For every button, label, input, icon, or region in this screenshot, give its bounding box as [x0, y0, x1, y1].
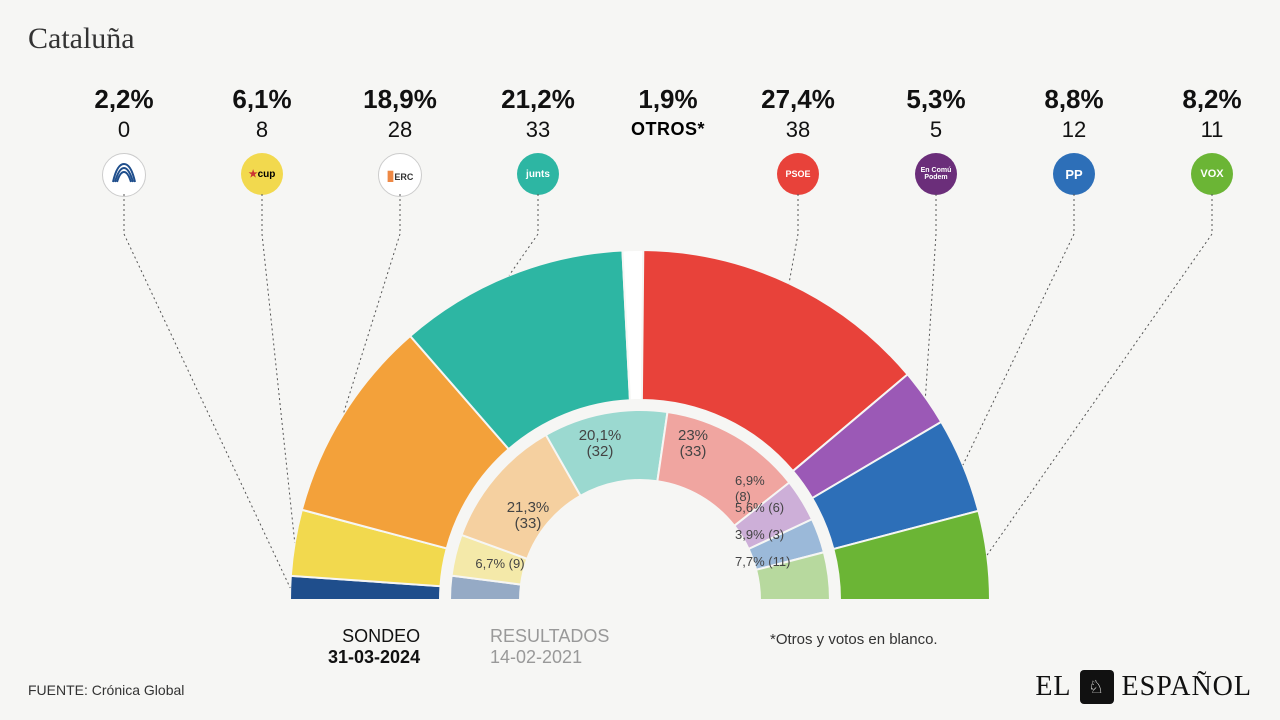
otros-label: OTROS* [608, 119, 728, 140]
party-cup-pct: 6,1% [202, 84, 322, 115]
party-cup-logo: ★cup [241, 153, 283, 195]
sondeo-date: 31-03-2024 [328, 647, 420, 668]
svg-text:7,7% (11): 7,7% (11) [735, 554, 790, 569]
footnote: *Otros y votos en blanco. [770, 631, 938, 648]
party-pp-logo: PP [1053, 153, 1095, 195]
party-junts-seats: 33 [478, 117, 598, 143]
party-pp-pct: 8,8% [1014, 84, 1134, 115]
svg-text:23%(33): 23%(33) [678, 427, 708, 460]
party-cs-seats: 0 [64, 117, 184, 143]
svg-text:6,7% (9): 6,7% (9) [475, 556, 524, 571]
hemicycle-chart: 20,1%(32)23%(33)21,3%(33)6,9%(8)5,6% (6)… [290, 250, 990, 600]
party-pp: 8,8%12 PP [1014, 84, 1134, 195]
party-psoe-seats: 38 [738, 117, 858, 143]
party-erc-logo: ▮ERC [378, 153, 422, 197]
party-ecp: 5,3%5 En ComúPodem [876, 84, 996, 195]
party-pp-seats: 12 [1014, 117, 1134, 143]
svg-text:5,6% (6): 5,6% (6) [735, 500, 784, 515]
party-erc-seats: 28 [340, 117, 460, 143]
party-psoe-logo: PSOE [777, 153, 819, 195]
resultados-date: 14-02-2021 [490, 647, 609, 668]
source-value: Crónica Global [92, 682, 185, 698]
party-header-row: 2,2%0 6,1%8 ★cup 18,9%28 ▮ERC 21,2%33 junts 1,9… [0, 84, 1280, 224]
party-ecp-seats: 5 [876, 117, 996, 143]
party-ecp-pct: 5,3% [876, 84, 996, 115]
brand-text-2: ESPAÑOL [1122, 671, 1252, 703]
page-title: Cataluña [28, 22, 135, 56]
party-otros-pct: 1,9% [608, 84, 728, 115]
brand-text-1: EL [1035, 671, 1071, 703]
resultados-label: RESULTADOS [490, 626, 609, 647]
party-psoe-pct: 27,4% [738, 84, 858, 115]
party-cup-seats: 8 [202, 117, 322, 143]
party-cs: 2,2%0 [64, 84, 184, 197]
party-vox-seats: 11 [1152, 117, 1272, 143]
party-vox-pct: 8,2% [1152, 84, 1272, 115]
party-junts-logo: junts [517, 153, 559, 195]
party-erc-pct: 18,9% [340, 84, 460, 115]
party-junts-pct: 21,2% [478, 84, 598, 115]
party-erc: 18,9%28 ▮ERC [340, 84, 460, 197]
party-vox-logo: VOX [1191, 153, 1233, 195]
party-otros: 1,9% OTROS* [608, 84, 728, 140]
brand-logo: EL ♘ ESPAÑOL [1035, 670, 1252, 704]
party-cup: 6,1%8 ★cup [202, 84, 322, 195]
party-vox: 8,2%11 VOX [1152, 84, 1272, 195]
svg-text:3,9% (3): 3,9% (3) [735, 527, 784, 542]
sondeo-label: SONDEO [328, 626, 420, 647]
party-junts: 21,2%33 junts [478, 84, 598, 195]
source-prefix: FUENTE: [28, 682, 88, 698]
party-ecp-logo: En ComúPodem [915, 153, 957, 195]
resultados-legend: RESULTADOS 14-02-2021 [490, 626, 609, 668]
party-cs-pct: 2,2% [64, 84, 184, 115]
sondeo-legend: SONDEO 31-03-2024 [328, 626, 420, 668]
brand-lion-icon: ♘ [1080, 670, 1114, 704]
party-cs-logo [102, 153, 146, 197]
source-line: FUENTE: Crónica Global [28, 682, 184, 698]
party-psoe: 27,4%38 PSOE [738, 84, 858, 195]
